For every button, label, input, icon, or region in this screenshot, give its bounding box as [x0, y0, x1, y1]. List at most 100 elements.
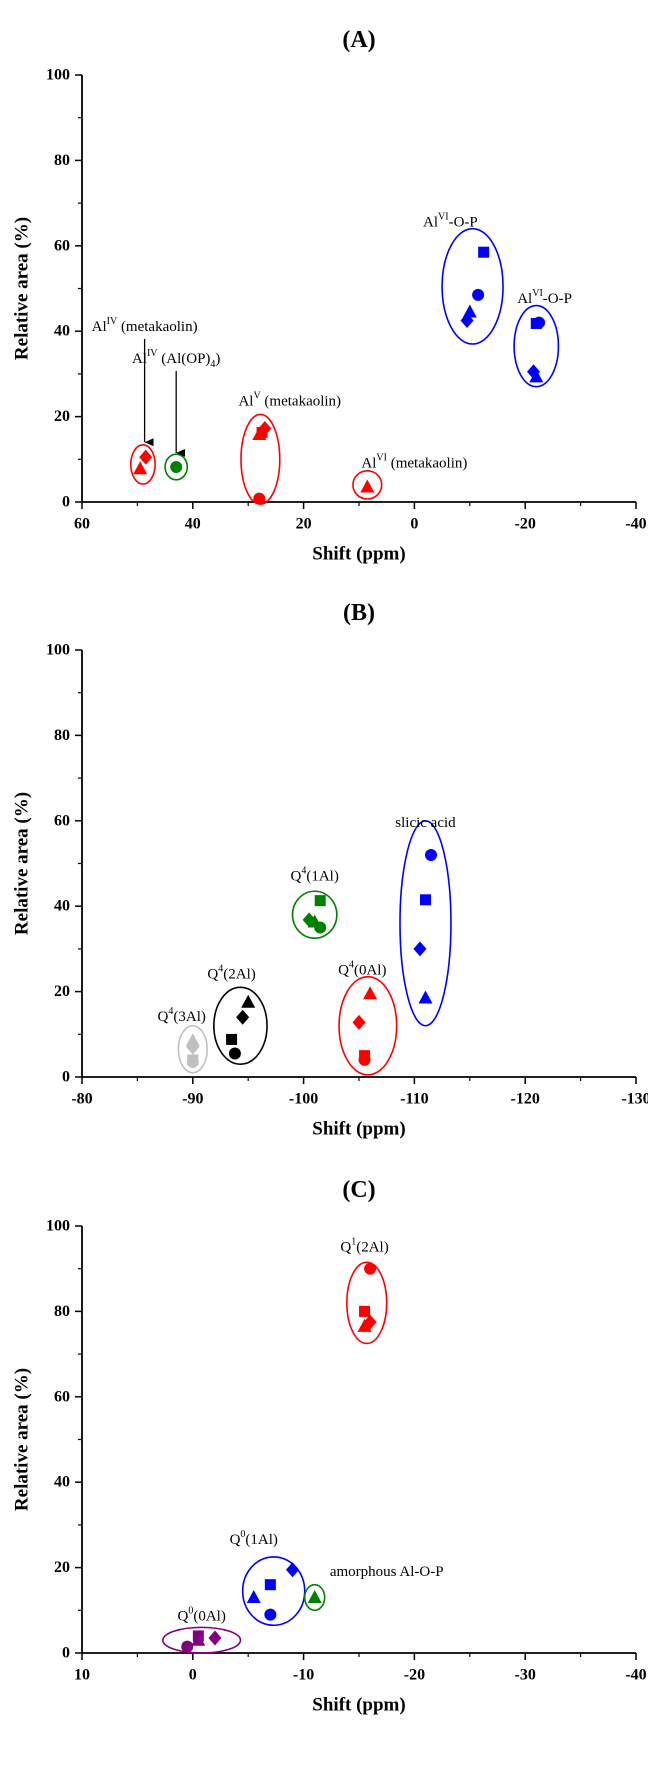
annotation-label: AlVI-O-P: [517, 288, 572, 307]
x-tick-label: -80: [71, 1091, 92, 1108]
x-tick-label: -120: [511, 1091, 540, 1108]
annotation-label: Q4(3Al): [158, 1006, 206, 1025]
y-tick-label: 40: [54, 323, 70, 340]
y-axis-title: Relative area (%): [12, 217, 33, 360]
data-point-triangle: [529, 369, 544, 383]
annotation-label: Q4(0Al): [338, 959, 386, 978]
y-tick-label: 20: [54, 408, 70, 425]
data-point-square: [314, 895, 326, 907]
group-ellipse: [352, 470, 383, 500]
data-point-triangle: [360, 479, 375, 493]
data-point-triangle: [133, 461, 148, 475]
panel-title: (B): [343, 600, 375, 626]
y-axis-title: Relative area (%): [12, 792, 33, 935]
data-point-triangle: [241, 994, 256, 1008]
group-ellipse: [164, 453, 189, 481]
data-point-triangle: [363, 986, 378, 1000]
x-axis-title: Shift (ppm): [312, 544, 405, 565]
group-ellipse: [291, 890, 338, 940]
data-point-diamond: [139, 449, 153, 465]
y-tick-label: 80: [54, 1303, 70, 1320]
group-ellipse: [513, 304, 560, 388]
y-tick-label: 60: [54, 812, 70, 829]
data-point-diamond: [363, 1314, 377, 1330]
group-ellipse: [241, 1556, 306, 1627]
y-tick-label: 100: [46, 1218, 70, 1235]
y-tick-label: 0: [62, 1069, 70, 1086]
y-tick-label: 0: [62, 494, 70, 511]
y-tick-label: 100: [46, 642, 70, 659]
x-tick-label: 60: [74, 516, 90, 533]
y-tick-label: 60: [54, 1388, 70, 1405]
data-point-circle: [425, 848, 438, 861]
x-tick-label: -10: [293, 1667, 314, 1684]
data-point-triangle: [357, 1318, 372, 1332]
data-point-diamond: [352, 1014, 366, 1030]
x-tick-label: 10: [74, 1667, 90, 1684]
data-point-diamond: [208, 1630, 222, 1646]
annotation-label: AlV (metakaolin): [238, 391, 341, 410]
data-point-triangle: [462, 304, 477, 318]
annotation-label: amorphous Al-O-P: [330, 1564, 444, 1580]
data-point-circle: [472, 288, 485, 301]
y-tick-label: 60: [54, 237, 70, 254]
data-point-triangle: [246, 1589, 261, 1603]
data-point-triangle: [185, 1033, 200, 1047]
annotation-label: slicic acid: [395, 815, 456, 831]
data-point-square: [226, 1033, 238, 1045]
data-point-square: [264, 1579, 276, 1591]
x-axis-title: Shift (ppm): [312, 1119, 405, 1140]
panel-title: (A): [342, 27, 375, 53]
group-ellipse: [441, 227, 504, 345]
y-tick-label: 80: [54, 152, 70, 169]
x-tick-label: -130: [621, 1091, 648, 1108]
y-tick-label: 40: [54, 1474, 70, 1491]
x-tick-label: -40: [625, 1667, 646, 1684]
group-ellipse: [129, 443, 156, 485]
annotation-label: Q1(2Al): [340, 1236, 388, 1255]
x-tick-label: 0: [189, 1667, 197, 1684]
group-ellipse: [162, 1626, 242, 1654]
x-tick-label: -100: [289, 1091, 318, 1108]
x-tick-label: -90: [182, 1091, 203, 1108]
data-point-square: [192, 1630, 204, 1642]
annotation-label: AlIV (metakaolin): [92, 316, 198, 335]
data-point-square: [359, 1050, 371, 1062]
group-ellipse: [338, 975, 398, 1076]
x-tick-label: -110: [400, 1091, 428, 1108]
group-ellipse: [213, 986, 268, 1065]
data-point-triangle: [307, 1589, 322, 1603]
data-point-circle: [228, 1047, 241, 1060]
data-point-circle: [264, 1608, 277, 1621]
group-ellipse: [399, 820, 452, 1027]
y-tick-label: 0: [62, 1645, 70, 1662]
data-point-diamond: [286, 1562, 300, 1578]
annotation-label: AlIV (Al(OP)4): [132, 348, 220, 370]
y-axis-title: Relative area (%): [12, 1368, 33, 1511]
y-tick-label: 80: [54, 727, 70, 744]
data-point-circle: [170, 460, 183, 473]
group-ellipse: [346, 1261, 388, 1345]
annotation-label: AlVI (metakaolin): [361, 453, 467, 472]
x-tick-label: 40: [185, 516, 201, 533]
annotation-label: Q0(1Al): [230, 1529, 278, 1548]
panel-a: (A) 0 20 40 60 80 100 60 40 20 0 -20 -40 Shift (ppm) R…: [12, 27, 647, 565]
group-ellipse: [177, 1024, 209, 1074]
y-tick-label: 40: [54, 898, 70, 915]
data-point-diamond: [258, 421, 272, 437]
panel-b: (B) 0 20 40 60 80 100 -80 -90 -100 -110 -120 -130 Shi…: [12, 600, 648, 1140]
x-tick-label: -20: [515, 516, 536, 533]
panel-title: (C): [342, 1177, 375, 1203]
data-point-diamond: [236, 1009, 250, 1025]
data-point-circle: [253, 492, 266, 505]
annotation-label: Q4(1Al): [291, 865, 339, 884]
annotation-label: AlVI-O-P: [423, 211, 478, 230]
y-tick-label: 20: [54, 1559, 70, 1576]
x-tick-label: -40: [625, 516, 646, 533]
x-tick-label: 20: [296, 516, 312, 533]
y-tick-label: 20: [54, 983, 70, 1000]
data-point-triangle: [418, 990, 433, 1004]
x-axis-title: Shift (ppm): [312, 1695, 405, 1716]
